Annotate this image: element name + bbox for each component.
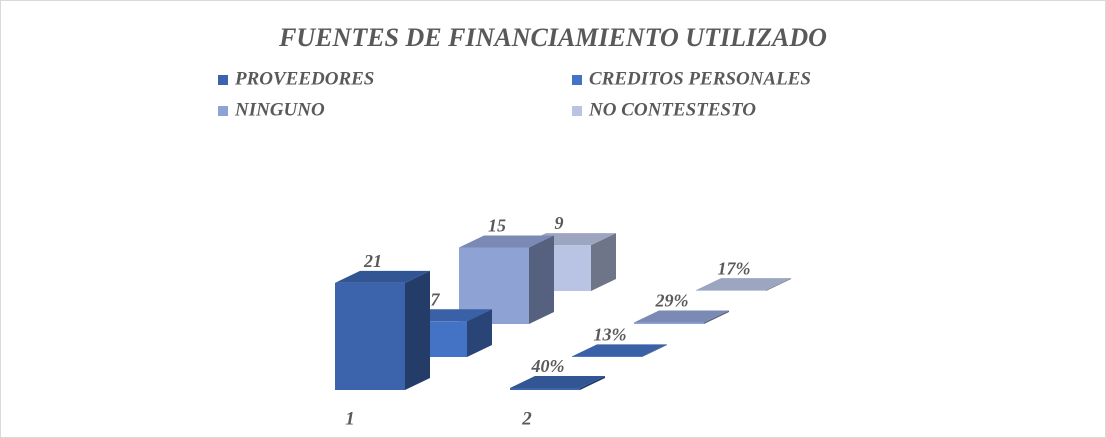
- bar: [572, 356, 642, 357]
- bar-side: [580, 375, 605, 390]
- data-label: 40%: [531, 356, 565, 376]
- bar-side: [591, 233, 616, 291]
- bar: [510, 387, 580, 390]
- chart-title: FUENTES DE FINANCIAMIENTO UTILIZADO: [278, 23, 827, 52]
- data-label: 17%: [718, 258, 751, 278]
- bar-side: [704, 310, 729, 324]
- legend-label: CREDITOS PERSONALES: [589, 68, 811, 89]
- legend-swatch: [218, 75, 228, 85]
- legend-swatch: [572, 75, 582, 85]
- data-label: 15: [488, 216, 506, 236]
- bar-side: [405, 270, 430, 390]
- plot-area: 1 2 9 17% 15 29% 7 13% 21 40%: [335, 213, 791, 429]
- bar-top: [572, 344, 667, 357]
- data-label: 9: [555, 213, 564, 233]
- bar-side: [467, 309, 492, 357]
- legend-label: PROVEEDORES: [234, 68, 374, 89]
- legend-swatch: [218, 106, 228, 116]
- bar: [634, 322, 704, 324]
- bar: [335, 282, 405, 390]
- bar-side: [766, 278, 791, 291]
- legend: PROVEEDORES CREDITOS PERSONALES NINGUNO NO …: [218, 68, 811, 120]
- data-label: 21: [363, 251, 382, 271]
- bar-top: [335, 270, 430, 283]
- data-label: 29%: [655, 291, 689, 311]
- bar-top: [634, 310, 729, 323]
- bar: [696, 290, 766, 291]
- bar-top: [459, 235, 554, 248]
- x-tick-label: 1: [345, 408, 355, 429]
- data-label: 7: [431, 289, 441, 309]
- data-label: 13%: [594, 324, 627, 344]
- legend-swatch: [572, 106, 582, 116]
- x-tick-label: 2: [521, 408, 532, 429]
- bar-side: [529, 235, 554, 324]
- bar-side: [642, 344, 667, 357]
- bar-top: [696, 278, 791, 291]
- legend-label: NINGUNO: [234, 99, 325, 120]
- legend-label: NO CONTESTESTO: [588, 99, 756, 120]
- bar-top: [510, 375, 605, 388]
